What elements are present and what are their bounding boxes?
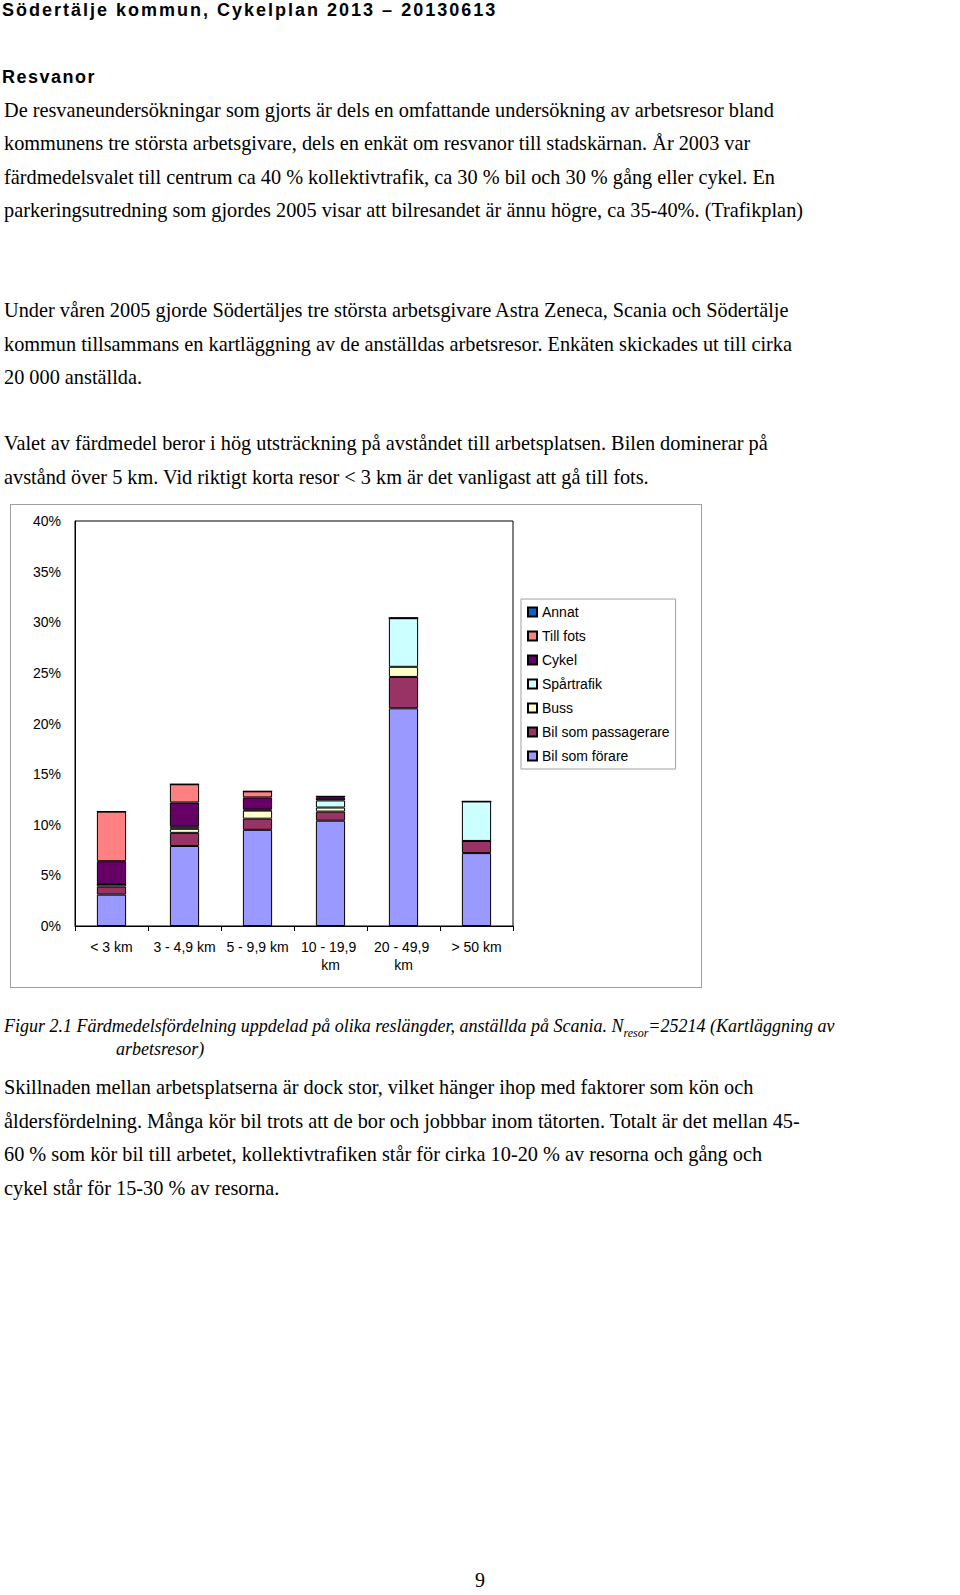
html-text:Skillnaden mellan arbetsplatse: Skillnaden mellan arbetsplatserna är doc… [4, 1076, 754, 1098]
svg-text:5%: 5% [41, 867, 61, 883]
html-text:Södertälje kommun, Cykelplan 2: Södertälje kommun, Cykelplan 2013 – 2013… [2, 0, 498, 20]
svg-text:Bil som passagerare: Bil som passagerare [542, 724, 670, 740]
html-text:De resvaneundersökningar som g: De resvaneundersökningar som gjorts är d… [4, 99, 774, 121]
svg-text:20 - 49,9: 20 - 49,9 [374, 939, 433, 955]
html-text:avstånd över 5 km. Vid riktigt: avstånd över 5 km. Vid riktigt korta res… [4, 466, 649, 488]
html-text:kommun tillsammans en kartlägg: kommun tillsammans en kartläggning av de… [4, 333, 792, 355]
svg-text:Annat: Annat [542, 604, 579, 620]
svg-text:35%: 35% [33, 564, 61, 580]
html-text:åldersfördelning. Många kör bi: åldersfördelning. Många kör bil trots at… [4, 1110, 800, 1132]
svg-text:Cykel: Cykel [542, 652, 577, 668]
svg-text:5 - 9,9 km: 5 - 9,9 km [226, 939, 288, 955]
svg-text:Till fots: Till fots [542, 628, 586, 644]
html-text:parkeringsutredning som gjorde: parkeringsutredning som gjordes 2005 vis… [4, 199, 803, 221]
svg-text:0%: 0% [41, 918, 61, 934]
html-text:Under våren 2005 gjorde Södert: Under våren 2005 gjorde Södertäljes tre … [4, 299, 789, 321]
html-text:kommunens tre största arbetsgi: kommunens tre största arbetsgivare, dels… [4, 132, 751, 154]
html-text:Valet av färdmedel beror i hög: Valet av färdmedel beror i hög utsträckn… [4, 432, 768, 454]
html-text:färdmedelsvalet till centrum c: färdmedelsvalet till centrum ca 40 % kol… [4, 166, 775, 188]
html-text:20 000 anställda.: 20 000 anställda. [4, 366, 142, 388]
html-text:cykel står för 15-30 % av reso: cykel står för 15-30 % av resorna. [4, 1177, 280, 1199]
svg-text:25%: 25% [33, 665, 61, 681]
svg-text:Bil som förare: Bil som förare [542, 748, 629, 764]
svg-text:> 50 km: > 50 km [451, 939, 501, 955]
html-text:Figur 2.1 Färdmedelsfördelning: Figur 2.1 Färdmedelsfördelning uppdelad … [4, 1016, 835, 1040]
svg-text:Spårtrafik: Spårtrafik [542, 676, 603, 692]
svg-text:20%: 20% [33, 716, 61, 732]
html-text:Resvanor: Resvanor [2, 67, 96, 87]
svg-text:km: km [321, 957, 340, 973]
svg-text:15%: 15% [33, 766, 61, 782]
svg-text:Buss: Buss [542, 700, 573, 716]
svg-text:10 - 19,9: 10 - 19,9 [301, 939, 360, 955]
html-text:arbetsresor): arbetsresor) [116, 1039, 205, 1059]
svg-text:10%: 10% [33, 817, 61, 833]
svg-text:3 - 4,9 km: 3 - 4,9 km [153, 939, 215, 955]
html-text:60 % som kör bil till arbetet,: 60 % som kör bil till arbetet, kollektiv… [4, 1143, 763, 1165]
html-text:9: 9 [475, 1569, 485, 1591]
svg-text:< 3 km: < 3 km [90, 939, 132, 955]
svg-text:30%: 30% [33, 614, 61, 630]
svg-text:km: km [394, 957, 413, 973]
svg-text:40%: 40% [33, 513, 61, 529]
